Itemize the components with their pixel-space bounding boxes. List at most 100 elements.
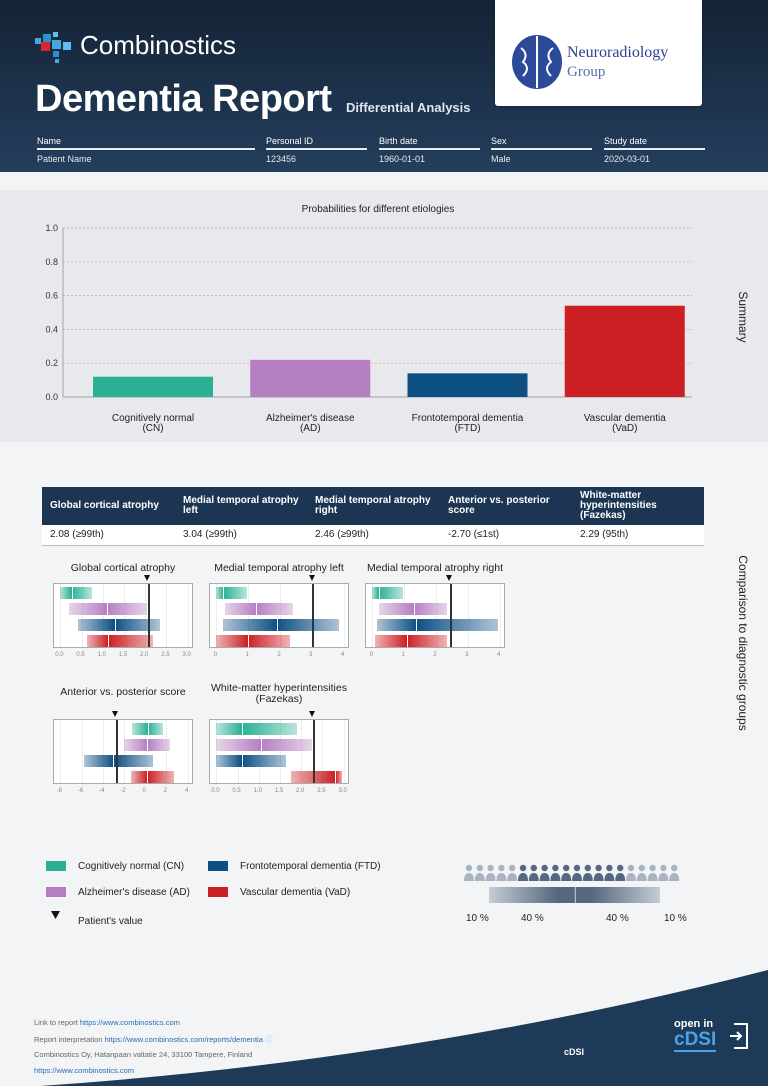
gridline	[166, 720, 168, 783]
person-icon	[658, 864, 669, 881]
person-head	[541, 864, 548, 872]
person-body	[474, 873, 485, 881]
report-header: Combinostics Dementia Report Differentia…	[0, 0, 768, 172]
group-range-bar	[216, 755, 287, 767]
gridline	[258, 720, 260, 783]
site-link[interactable]: https://www.combinostics.com	[34, 1066, 135, 1075]
y-tick-label: 1.0	[45, 223, 58, 233]
person-body	[626, 873, 636, 881]
group-median-line	[241, 755, 243, 767]
field-sex: Sex Male	[491, 136, 592, 164]
chart-title: Probabilities for different etiologies	[302, 204, 455, 215]
panel-title: Medial temporal atrophy left	[214, 562, 344, 574]
y-tick-label: 0.2	[45, 358, 58, 368]
group-median-line	[147, 739, 149, 751]
table-row: 2.08 (≥99th) 3.04 (≥99th) 2.46 (≥99th) -…	[42, 525, 704, 546]
x-tick-label: 2.0	[140, 652, 149, 658]
legend-label-cn: Cognitively normal (CN)	[78, 861, 185, 872]
group-range-bar	[225, 603, 293, 615]
patient-marker-icon	[308, 575, 315, 581]
field-label: Name	[37, 136, 255, 150]
bar-2	[407, 373, 528, 397]
person-icon	[496, 864, 507, 881]
person-icon	[647, 864, 658, 881]
gridline	[81, 720, 83, 783]
summary-section: Probabilities for different etiologies 0.…	[0, 190, 768, 442]
group-range-bar	[78, 619, 161, 631]
person-icon	[550, 864, 561, 881]
panel-plot	[53, 719, 193, 784]
person-head	[617, 864, 624, 872]
x-tick-label: -2	[120, 788, 126, 794]
group-median-line	[108, 635, 110, 647]
info-icon[interactable]: ⓘ	[264, 1035, 273, 1044]
group-range-bar	[290, 771, 342, 783]
gridline	[467, 584, 469, 647]
group-median-line	[147, 771, 149, 783]
group-range-bar	[132, 723, 164, 735]
group-median-line	[241, 723, 243, 735]
patient-marker-icon	[309, 711, 315, 717]
x-tick-label: 3.0	[182, 652, 191, 658]
group-median-line	[223, 587, 225, 599]
field-value: Patient Name	[37, 154, 92, 164]
group-median-line	[71, 587, 73, 599]
panel-title: White-matter hyperintensities (Fazekas)	[211, 682, 347, 705]
panel-plot	[53, 583, 193, 648]
page-title: Dementia Report	[35, 78, 332, 120]
gridline	[216, 720, 218, 783]
x-tick-label: Alzheimer's disease	[266, 413, 355, 424]
group-median-line	[406, 635, 408, 647]
distribution-label: 10 %	[664, 913, 687, 924]
person-icon	[582, 864, 593, 881]
distribution-label: 40 %	[521, 913, 544, 924]
group-range-bar	[216, 739, 312, 751]
combinostics-logo-icon	[35, 32, 71, 63]
open-in-cdsi-button[interactable]: open in cDSI	[672, 1018, 752, 1058]
field-study-date: Study date 2020-03-01	[604, 136, 705, 164]
interpretation-link[interactable]: https://www.combinostics.com/reports/dem…	[104, 1035, 263, 1044]
x-tick-label: (VaD)	[612, 423, 637, 434]
group-median-line	[107, 603, 109, 615]
person-body	[593, 873, 604, 881]
comparison-side-label: Comparison to diagnostic groups	[736, 555, 750, 731]
patient-value-line	[449, 584, 452, 647]
x-tick-label: 0.0	[211, 788, 220, 794]
gridline	[280, 720, 281, 783]
open-external-icon	[730, 1023, 748, 1049]
field-personal-id: Personal ID 123456	[266, 136, 367, 164]
partner-name-line1: Neuroradiology	[567, 44, 669, 61]
gridline	[237, 720, 239, 783]
group-median-line	[416, 619, 418, 631]
report-link[interactable]: https://www.combinostics.com	[79, 1018, 180, 1027]
x-tick-label: 1.5	[274, 788, 284, 794]
group-median-line	[114, 619, 116, 631]
footer-address: Combinostics Oy, Hatanpaan valtatie 24, …	[34, 1050, 253, 1059]
x-tick-label: 0.5	[232, 788, 241, 794]
x-tick-label: 2	[163, 788, 168, 794]
gridline	[216, 584, 218, 647]
legend-label-ad: Alzheimer's disease (AD)	[78, 887, 190, 898]
footer-wave	[40, 970, 768, 1086]
gridline	[372, 584, 374, 647]
field-name: Name Patient Name	[37, 136, 255, 164]
person-icon	[604, 864, 615, 881]
x-tick-label: 1.5	[118, 652, 128, 658]
person-head	[509, 864, 516, 872]
person-body	[561, 873, 572, 881]
page-subtitle: Differential Analysis	[346, 100, 471, 115]
person-icon	[572, 864, 582, 881]
person-icon	[626, 864, 636, 881]
gridline	[436, 584, 437, 647]
group-median-line	[113, 755, 115, 767]
x-tick-label: 2	[277, 652, 281, 658]
person-body	[572, 873, 582, 881]
gridline	[102, 584, 104, 647]
person-head	[530, 864, 537, 872]
person-head	[627, 864, 635, 872]
person-body	[507, 873, 518, 881]
legend-label-patient: Patient's value	[78, 916, 143, 927]
person-icon	[518, 864, 528, 881]
gridline	[499, 584, 501, 647]
y-tick-label: 0.6	[45, 291, 58, 301]
